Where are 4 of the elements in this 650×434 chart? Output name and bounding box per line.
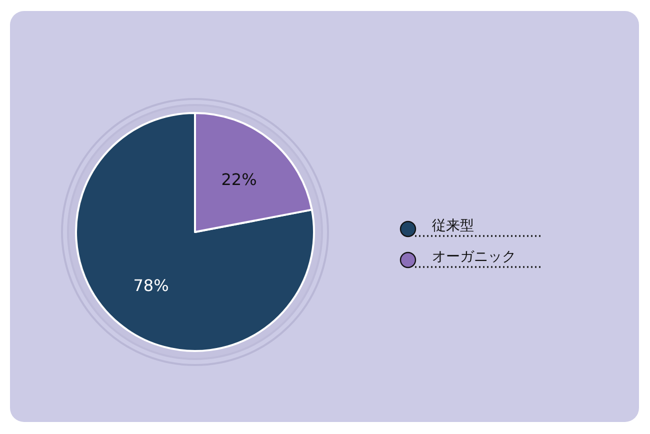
data-label: 78% — [133, 276, 169, 296]
legend-label: オーガニック — [432, 249, 516, 265]
data-label: 22% — [221, 170, 257, 189]
legend-label: 従来型 — [432, 218, 474, 234]
